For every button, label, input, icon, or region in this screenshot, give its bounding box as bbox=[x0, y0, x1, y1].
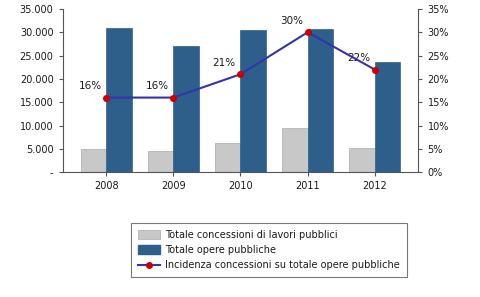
Bar bbox=[348, 148, 374, 172]
Text: 21%: 21% bbox=[212, 58, 235, 68]
Text: 30%: 30% bbox=[279, 16, 302, 26]
Bar bbox=[173, 46, 198, 172]
Text: 16%: 16% bbox=[78, 81, 101, 91]
Legend: Totale concessioni di lavori pubblici, Totale opere pubbliche, Incidenza concess: Totale concessioni di lavori pubblici, T… bbox=[131, 223, 406, 277]
Bar bbox=[215, 143, 240, 172]
Bar bbox=[106, 28, 132, 172]
Bar bbox=[282, 128, 307, 172]
Bar bbox=[374, 62, 399, 172]
Text: 16%: 16% bbox=[145, 81, 168, 91]
Text: 22%: 22% bbox=[346, 53, 370, 63]
Bar bbox=[240, 30, 265, 172]
Bar bbox=[307, 29, 333, 172]
Bar bbox=[147, 151, 173, 172]
Bar bbox=[81, 149, 106, 172]
